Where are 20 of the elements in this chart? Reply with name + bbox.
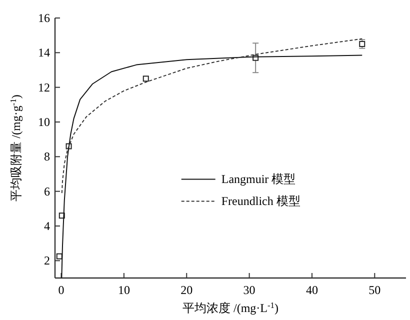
- y-tick-label: 10: [38, 115, 50, 129]
- legend-label: Freundlich 模型: [221, 194, 300, 208]
- x-tick-label: 30: [243, 283, 256, 297]
- y-tick-label: 8: [44, 150, 50, 164]
- legend-label: Langmuir 模型: [221, 172, 296, 186]
- x-axis-title: 平均浓度 /(mg·L$^{-1}$): [182, 300, 278, 315]
- y-tick-label: 12: [38, 80, 50, 94]
- y-tick-label: 2: [44, 254, 50, 268]
- y-tick-label: 14: [38, 46, 50, 60]
- y-tick-label: 16: [38, 11, 50, 25]
- x-tick-label: 40: [306, 283, 318, 297]
- y-tick-label: 4: [44, 219, 50, 233]
- x-tick-label: 10: [118, 283, 130, 297]
- point: [359, 41, 366, 47]
- x-tick-label: 20: [180, 283, 193, 297]
- point: [142, 76, 149, 82]
- x-tick-label: 0: [58, 283, 64, 297]
- y-tick-label: 6: [44, 184, 50, 198]
- x-tick-label: 50: [368, 283, 381, 297]
- line-series: [61, 54, 363, 278]
